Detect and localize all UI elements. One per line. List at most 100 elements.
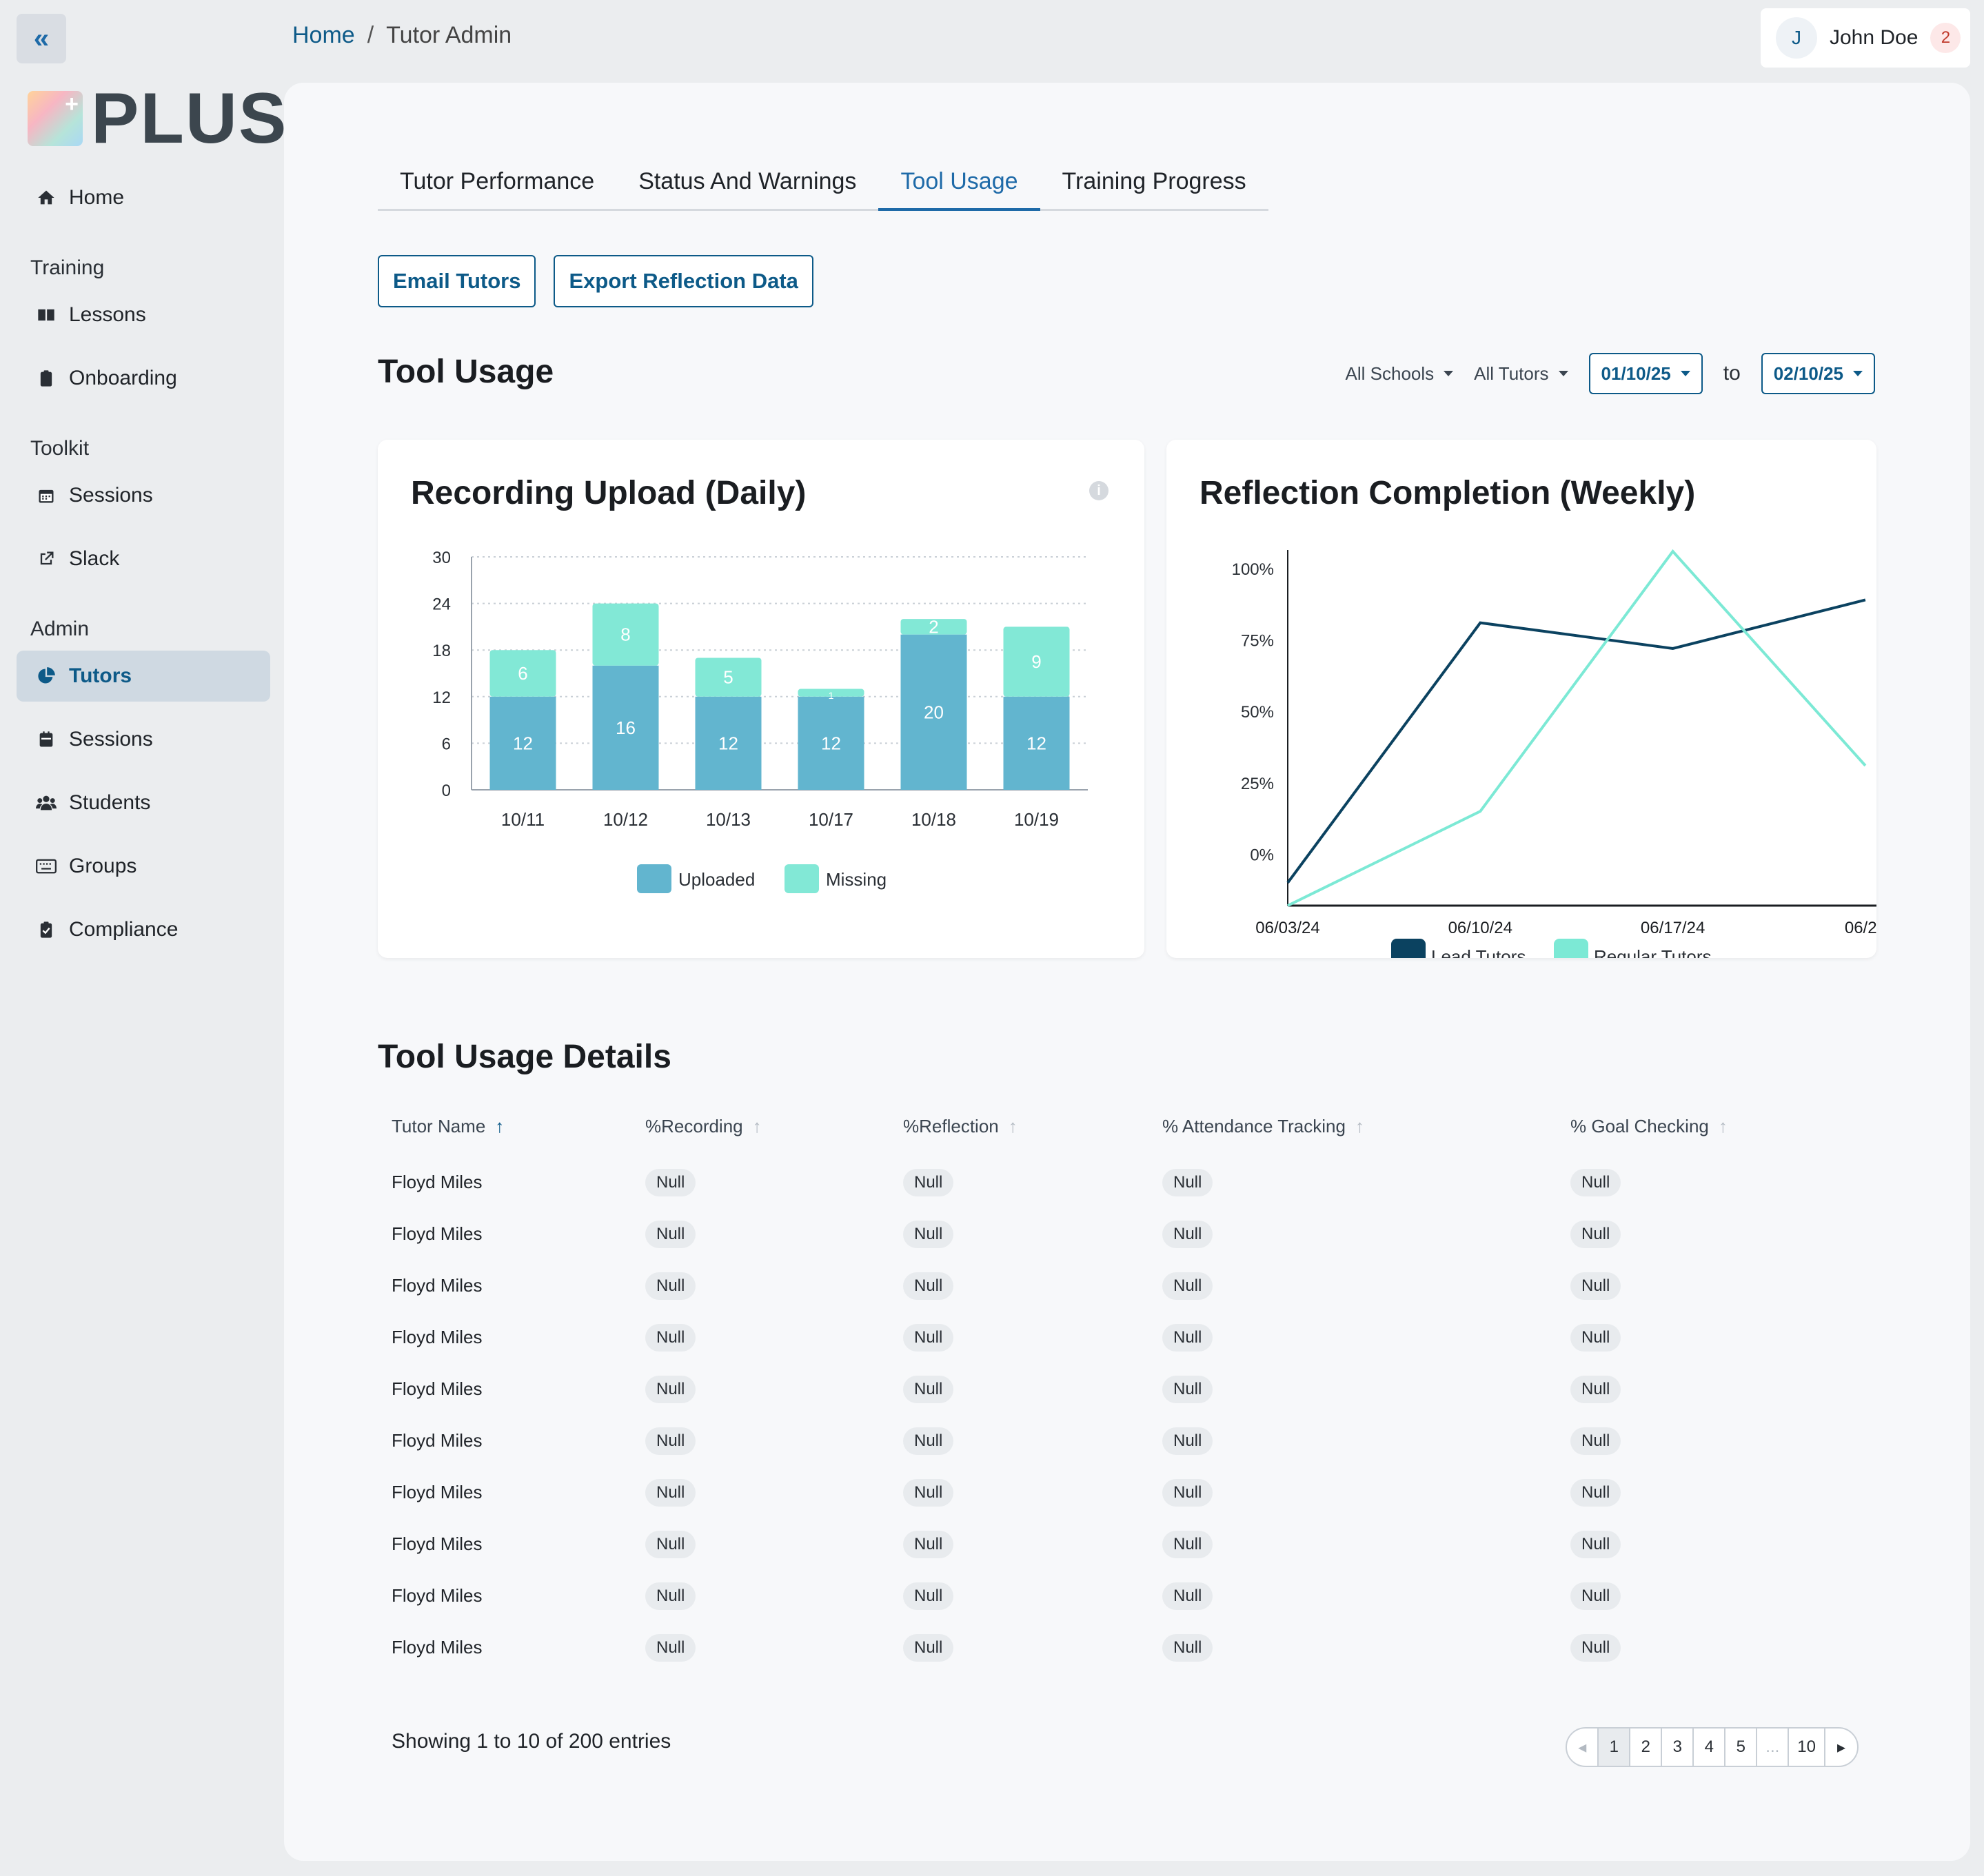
null-pill: Null — [1162, 1478, 1213, 1507]
table-row[interactable]: Floyd Miles Null Null Null Null — [378, 1208, 1875, 1260]
notification-badge[interactable]: 2 — [1930, 23, 1961, 53]
bar-uploaded — [1003, 696, 1070, 790]
null-pill: Null — [903, 1478, 954, 1507]
table-row[interactable]: Floyd Miles Null Null Null Null — [378, 1622, 1875, 1673]
value-cell: Null — [889, 1530, 1148, 1558]
external-link-icon — [34, 549, 58, 569]
bar-missing — [592, 603, 659, 666]
y-tick-label: 0 — [442, 782, 451, 800]
column-header-goal-checking[interactable]: % Goal Checking ↑ — [1557, 1116, 1875, 1137]
tutor-name-cell: Floyd Miles — [392, 1482, 483, 1502]
sort-arrow-up-icon: ↑ — [1008, 1115, 1018, 1136]
value-cell: Null — [631, 1272, 889, 1300]
sidebar-item-admin-sessions[interactable]: Sessions — [17, 714, 270, 765]
value-cell: Null — [889, 1323, 1148, 1352]
null-pill: Null — [645, 1478, 696, 1507]
bar-missing — [695, 657, 762, 697]
null-pill: Null — [645, 1582, 696, 1610]
action-buttons: Email Tutors Export Reflection Data — [378, 255, 813, 307]
sidebar-item-lessons[interactable]: Lessons — [17, 289, 270, 340]
column-header-recording[interactable]: %Recording ↑ — [631, 1116, 889, 1137]
column-header-label: % Attendance Tracking — [1162, 1115, 1346, 1136]
tutor-filter-dropdown[interactable]: All Tutors — [1474, 363, 1568, 385]
value-cell: Null — [1148, 1272, 1557, 1300]
tab-tool-usage[interactable]: Tool Usage — [878, 168, 1040, 211]
x-tick-label: 06/03/24 — [1255, 919, 1319, 937]
sidebar-item-groups[interactable]: Groups — [17, 841, 270, 892]
sidebar-item-toolkit-sessions[interactable]: Sessions — [17, 470, 270, 521]
pagination-prev-button[interactable]: ◂ — [1567, 1729, 1599, 1766]
sidebar-item-slack[interactable]: Slack — [17, 533, 270, 584]
avatar: J — [1776, 17, 1817, 59]
column-header-attendance-tracking[interactable]: % Attendance Tracking ↑ — [1148, 1116, 1557, 1137]
reflection-completion-title: Reflection Completion (Weekly) — [1199, 475, 1696, 511]
value-cell: Null — [631, 1220, 889, 1248]
tab-tutor-performance[interactable]: Tutor Performance — [400, 168, 595, 194]
tutor-name-cell: Floyd Miles — [392, 1637, 483, 1658]
breadcrumb: Home / Tutor Admin — [292, 22, 512, 49]
user-menu[interactable]: J John Doe 2 — [1761, 8, 1970, 68]
export-reflection-data-button[interactable]: Export Reflection Data — [554, 255, 813, 307]
pagination-page-4[interactable]: 4 — [1694, 1729, 1726, 1766]
email-tutors-button[interactable]: Email Tutors — [378, 255, 536, 307]
breadcrumb-separator: / — [367, 22, 374, 48]
value-cell: Null — [1148, 1633, 1557, 1662]
data-label-uploaded: 12 — [821, 733, 841, 753]
value-cell: Null — [1557, 1375, 1875, 1403]
pagination-page-10[interactable]: 10 — [1789, 1729, 1825, 1766]
end-date-picker[interactable]: 02/10/25 — [1761, 353, 1875, 394]
table-row[interactable]: Floyd Miles Null Null Null Null — [378, 1415, 1875, 1467]
tab-status-and-warnings[interactable]: Status And Warnings — [638, 168, 857, 194]
collapse-sidebar-button[interactable]: « — [17, 14, 66, 63]
value-cell: Null — [889, 1375, 1148, 1403]
start-date-picker[interactable]: 01/10/25 — [1588, 353, 1703, 394]
value-cell: Null — [1148, 1530, 1557, 1558]
null-pill: Null — [1570, 1220, 1621, 1248]
column-header-reflection[interactable]: %Reflection ↑ — [889, 1116, 1148, 1137]
pagination-next-button[interactable]: ▸ — [1836, 1737, 1846, 1757]
sidebar-item-tutors[interactable]: Tutors — [17, 651, 270, 702]
value-cell: Null — [631, 1530, 889, 1558]
null-pill: Null — [903, 1220, 954, 1248]
table-row[interactable]: Floyd Miles Null Null Null Null — [378, 1363, 1875, 1415]
column-header-tutor-name[interactable]: Tutor Name ↑ — [378, 1116, 631, 1137]
breadcrumb-home-link[interactable]: Home — [292, 22, 355, 48]
sidebar-item-compliance[interactable]: Compliance — [17, 904, 270, 955]
null-pill: Null — [645, 1272, 696, 1300]
bar-uploaded — [695, 696, 762, 790]
info-icon[interactable]: i — [1089, 481, 1109, 500]
table-row[interactable]: Floyd Miles Null Null Null Null — [378, 1156, 1875, 1208]
sidebar-item-onboarding[interactable]: Onboarding — [17, 353, 270, 404]
null-pill: Null — [903, 1427, 954, 1455]
pagination-page-3[interactable]: 3 — [1662, 1729, 1694, 1766]
school-filter-dropdown[interactable]: All Schools — [1346, 363, 1454, 385]
pagination-page-2[interactable]: 2 — [1630, 1729, 1663, 1766]
table-row[interactable]: Floyd Miles Null Null Null Null — [378, 1260, 1875, 1312]
pagination-page-1[interactable]: 1 — [1599, 1729, 1631, 1766]
null-pill: Null — [903, 1272, 954, 1300]
pagination-ellipsis: ... — [1757, 1729, 1790, 1766]
book-icon — [34, 305, 58, 325]
sidebar-item-home[interactable]: Home — [17, 172, 270, 223]
value-cell: Null — [1148, 1478, 1557, 1507]
null-pill: Null — [645, 1375, 696, 1403]
pagination-page-5[interactable]: 5 — [1725, 1729, 1758, 1766]
start-date-value: 01/10/25 — [1601, 363, 1671, 384]
sort-arrow-up-icon: ↑ — [752, 1115, 762, 1136]
value-cell: Null — [631, 1427, 889, 1455]
line-lead-tutors — [1286, 598, 1866, 884]
table-row[interactable]: Floyd Miles Null Null Null Null — [378, 1570, 1875, 1622]
tab-training-progress[interactable]: Training Progress — [1062, 168, 1246, 194]
table-row[interactable]: Floyd Miles Null Null Null Null — [378, 1467, 1875, 1518]
sidebar-item-label: Tutors — [69, 664, 132, 687]
table-row[interactable]: Floyd Miles Null Null Null Null — [378, 1518, 1875, 1570]
tab-bar: Tutor Performance Status And Warnings To… — [378, 168, 1268, 211]
data-label-missing: 2 — [929, 616, 938, 637]
line-regular-tutors — [1287, 549, 1867, 907]
sidebar-item-students[interactable]: Students — [17, 777, 270, 828]
table-row[interactable]: Floyd Miles Null Null Null Null — [378, 1312, 1875, 1363]
value-cell: Null — [1557, 1478, 1875, 1507]
school-filter-label: All Schools — [1345, 363, 1435, 384]
tutor-filter-label: All Tutors — [1474, 363, 1549, 384]
y-tick-label: 100% — [1232, 560, 1274, 579]
